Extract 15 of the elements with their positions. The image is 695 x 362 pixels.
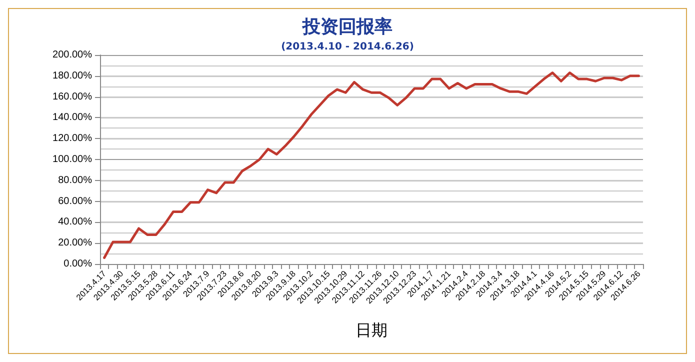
y-tick-label: 140.00% — [52, 112, 92, 124]
y-tick-label: 80.00% — [58, 174, 92, 186]
y-tick-label: 0.00% — [64, 258, 92, 270]
chart-title: 投资回报率 — [302, 16, 392, 38]
y-tick-label: 60.00% — [58, 196, 92, 207]
line-series — [103, 72, 640, 259]
chart-subtitle: (2013.4.10 - 2014.6.26) — [281, 42, 414, 52]
y-tick-label: 180.00% — [52, 70, 92, 82]
y-tick-label: 20.00% — [58, 238, 92, 249]
y-tick-label: 200.00% — [52, 50, 92, 60]
y-tick-label: 100.00% — [52, 154, 92, 165]
y-tick-label: 160.00% — [52, 91, 92, 102]
x-axis-title: 日期 — [356, 320, 388, 340]
y-tick-label: 40.00% — [58, 216, 92, 228]
y-tick-label: 120.00% — [52, 133, 92, 144]
